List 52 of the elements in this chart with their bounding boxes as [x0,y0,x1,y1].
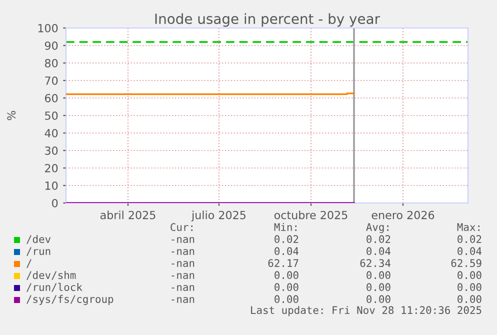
legend-label: /dev/shm [26,270,76,280]
text: 0.04 [274,247,299,256]
y-tick-label: 30 [45,146,58,155]
text: 62.59 [451,259,482,268]
text: 0.02 [274,235,298,244]
text: 62.34 [360,259,391,268]
text: -nan [172,237,194,244]
text: 62.17 [268,259,298,268]
y-tick-label: 90 [44,41,58,50]
y-tick-label: 50 [45,111,58,120]
y-tick-label: 40 [44,128,58,138]
text: Min: [274,222,296,231]
text: 0.00 [366,283,390,292]
legend-label: / [26,259,32,268]
y-tick-label: 10 [45,181,58,190]
text: 0.00 [274,283,298,292]
text: Cur: [170,223,192,232]
x-tick-label: enero 2026 [372,210,434,220]
text: -nan [172,261,194,268]
text: Avg: [366,223,388,234]
text: 0.00 [274,295,298,304]
y-tick-label: 100 [38,24,58,32]
y-tick-label: 60 [45,94,58,102]
x-tick-label: julio 2025 [191,210,246,222]
text: -nan [172,285,194,292]
text: 0.00 [458,295,482,304]
text: 0.00 [366,295,390,304]
text: 0.00 [274,271,298,280]
text: 0.00 [458,271,482,280]
text: 0.00 [458,283,482,292]
y-tick-label: 80 [44,58,58,68]
y-axis-title: % [7,110,16,120]
y-tick-label: 20 [45,164,58,172]
y-tick-label: 70 [45,76,58,85]
legend-label: /dev [26,234,51,244]
text: -nan [172,273,194,280]
x-tick-label: octubre 2025 [274,210,348,220]
text: 0.02 [458,235,482,244]
text: Last update: Fri Nov 28 11:20:36 2025 [251,306,482,316]
text: Max: [457,223,480,232]
legend-label: /run [26,247,50,256]
text: 0.02 [366,235,390,244]
text: -nan [172,249,194,256]
text: -nan [172,297,194,304]
text: 0.04 [458,247,482,256]
legend-label: /run/lock [26,282,82,292]
y-tick-label: 0 [52,198,58,208]
chart-title: Inode usage in percent - by year [155,13,380,27]
x-tick-label: abril 2025 [100,210,156,220]
text: 0.04 [366,247,391,256]
text: 0.00 [366,271,390,280]
legend-label: /sys/fs/cgroup [26,294,114,306]
